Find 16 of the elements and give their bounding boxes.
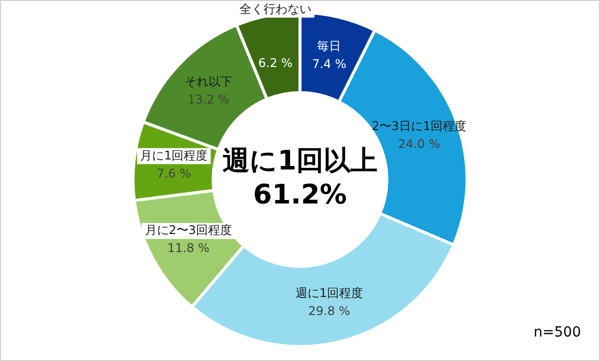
text: 61.2% bbox=[253, 180, 347, 211]
slice-label: それ以下 bbox=[184, 74, 233, 89]
data-label: 11.8 % bbox=[167, 241, 210, 256]
data-label: 7.4 % bbox=[312, 57, 346, 72]
text: 週に1回以上 bbox=[222, 146, 378, 177]
slice-label: 月に2〜3回程度 bbox=[144, 223, 232, 238]
data-label: 24.0 % bbox=[398, 136, 440, 151]
data-label: 13.2 % bbox=[188, 92, 230, 107]
slice-label: 毎日 bbox=[317, 39, 342, 54]
slice-label: 月に1回程度 bbox=[140, 148, 208, 162]
data-label: 7.6 % bbox=[156, 166, 192, 180]
data-label: 6.2 % bbox=[258, 56, 293, 70]
slice-label: 週に1回程度 bbox=[295, 286, 364, 300]
slice-label: 全く行わない bbox=[239, 2, 312, 16]
data-label: 29.8 % bbox=[308, 304, 350, 318]
text: n=500 bbox=[534, 324, 581, 341]
